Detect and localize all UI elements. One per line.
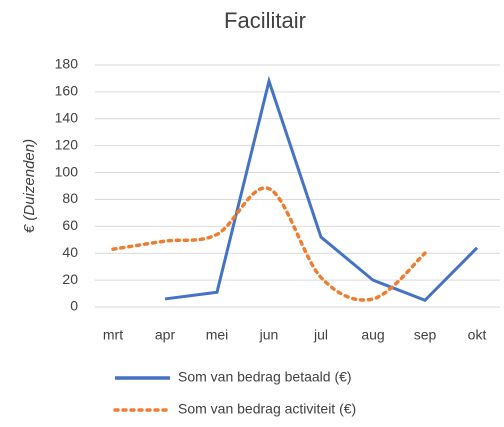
- y-tick-label: 80: [62, 190, 78, 206]
- x-tick-label: mei: [206, 327, 229, 343]
- y-tick-label: 120: [55, 136, 79, 152]
- line-series: [164, 75, 479, 303]
- legend-label: Som van bedrag betaald (€): [178, 369, 352, 385]
- y-tick-label: 140: [55, 109, 79, 125]
- y-tick-label: 100: [55, 163, 79, 179]
- x-tick-label: mrt: [103, 327, 123, 343]
- x-tick-label: sep: [414, 327, 437, 343]
- x-tick-label: apr: [155, 327, 176, 343]
- x-tick-label: aug: [361, 327, 384, 343]
- y-tick-label: 40: [62, 244, 78, 260]
- y-tick-label: 0: [70, 298, 78, 314]
- y-tick-label: 160: [55, 83, 79, 99]
- y-tick-label: 20: [62, 271, 78, 287]
- legend-label: Som van bedrag activiteit (€): [178, 401, 356, 417]
- chart-title: Facilitair: [224, 8, 306, 33]
- x-tick-label: jun: [259, 327, 279, 343]
- x-tick-label: jul: [313, 327, 328, 343]
- y-tick-label: 60: [62, 217, 78, 233]
- y-axis-label: € (Duizenden): [21, 139, 38, 233]
- x-tick-label: okt: [468, 327, 487, 343]
- y-tick-label: 180: [55, 56, 79, 72]
- line-series: [111, 186, 427, 302]
